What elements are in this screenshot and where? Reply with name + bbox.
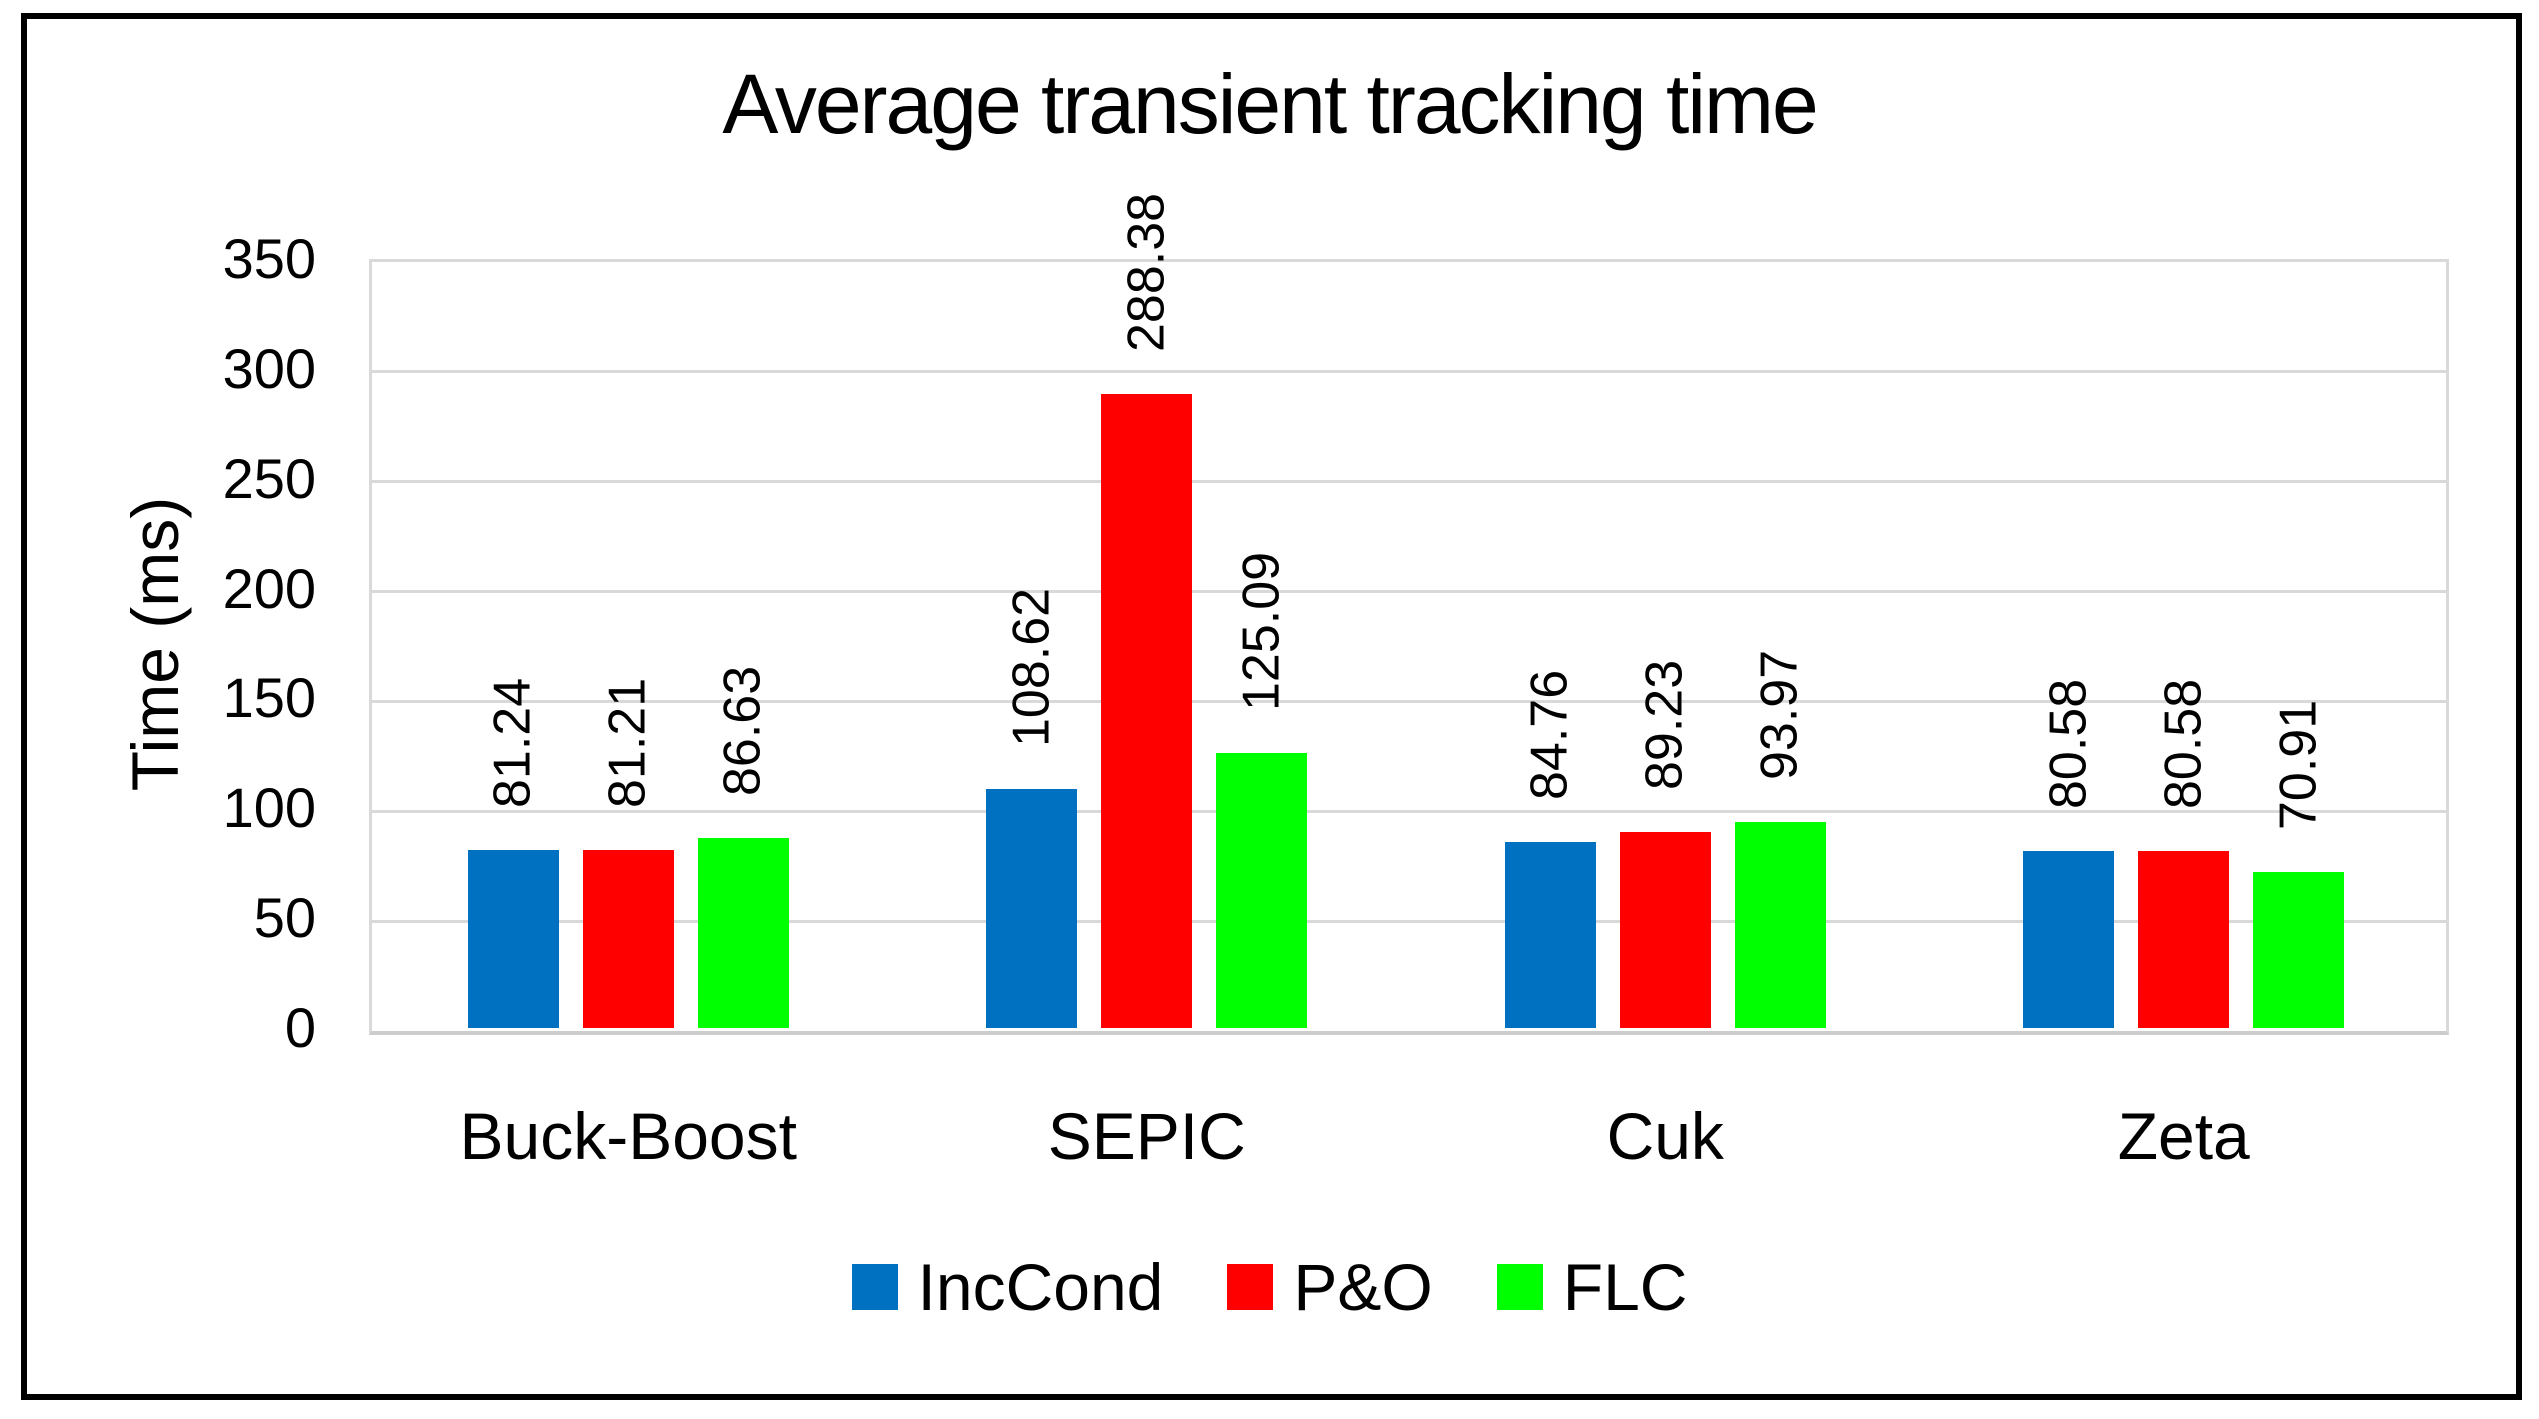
y-tick-label-200: 200 bbox=[222, 556, 316, 620]
bar-flc-buck-boost bbox=[697, 837, 789, 1028]
y-tick-label-150: 150 bbox=[222, 666, 316, 730]
bar-value-label-pando-cuk: 89.23 bbox=[1635, 659, 1694, 790]
chart-frame bbox=[21, 13, 2522, 1400]
bar-pando-cuk bbox=[1619, 831, 1711, 1028]
legend-item-inccond: IncCond bbox=[851, 1250, 1164, 1324]
legend-swatch-inccond bbox=[851, 1264, 898, 1310]
bar-value-label-pando-buck-boost: 81.21 bbox=[598, 677, 657, 808]
plot-area bbox=[369, 259, 2449, 1035]
bar-value-label-inccond-sepic: 108.62 bbox=[1002, 588, 1061, 748]
bar-pando-buck-boost bbox=[582, 849, 674, 1028]
y-tick-label-300: 300 bbox=[222, 336, 316, 400]
chart-title: Average transient tracking time bbox=[722, 57, 1818, 151]
gridline-50 bbox=[372, 919, 2446, 923]
gridline-300 bbox=[372, 370, 2446, 374]
legend-item-flc: FLC bbox=[1496, 1250, 1688, 1324]
bar-pando-zeta bbox=[2138, 850, 2230, 1028]
legend-swatch-flc bbox=[1496, 1264, 1543, 1310]
bar-value-label-flc-cuk: 93.97 bbox=[1750, 649, 1809, 780]
y-axis-title: Time (ms) bbox=[118, 496, 192, 792]
bar-flc-sepic bbox=[1216, 753, 1308, 1028]
y-tick-label-350: 350 bbox=[222, 227, 316, 290]
bar-flc-zeta bbox=[2253, 872, 2345, 1028]
y-tick-label-0: 0 bbox=[284, 996, 316, 1059]
bar-value-label-inccond-cuk: 84.76 bbox=[1520, 669, 1579, 800]
legend-swatch-pando bbox=[1227, 1264, 1274, 1310]
y-tick-label-50: 50 bbox=[253, 886, 316, 950]
gridline-250 bbox=[372, 480, 2446, 484]
y-tick-label-250: 250 bbox=[222, 446, 316, 510]
x-category-label-zeta: Zeta bbox=[2117, 1099, 2250, 1173]
legend-label-inccond: IncCond bbox=[917, 1250, 1164, 1324]
legend-label-flc: FLC bbox=[1562, 1250, 1688, 1324]
x-category-label-buck-boost: Buck-Boost bbox=[459, 1099, 797, 1173]
legend: IncCond P&O FLC bbox=[0, 1252, 2539, 1322]
y-tick-label-100: 100 bbox=[222, 776, 316, 840]
bar-flc-cuk bbox=[1734, 821, 1826, 1028]
bar-pando-sepic bbox=[1101, 394, 1193, 1028]
gridline-200 bbox=[372, 590, 2446, 594]
bar-inccond-cuk bbox=[1504, 841, 1596, 1028]
bar-inccond-sepic bbox=[986, 789, 1078, 1028]
bar-value-label-pando-zeta: 80.58 bbox=[2154, 678, 2213, 809]
bar-value-label-inccond-zeta: 80.58 bbox=[2039, 678, 2098, 809]
bar-value-label-flc-zeta: 70.91 bbox=[2269, 700, 2328, 831]
legend-label-pando: P&O bbox=[1293, 1250, 1433, 1324]
gridline-150 bbox=[372, 699, 2446, 703]
bar-value-label-flc-buck-boost: 86.63 bbox=[713, 665, 772, 796]
legend-item-pando: P&O bbox=[1227, 1250, 1433, 1324]
bar-inccond-zeta bbox=[2023, 850, 2115, 1028]
x-category-label-sepic: SEPIC bbox=[1047, 1099, 1246, 1173]
x-category-label-cuk: Cuk bbox=[1606, 1099, 1724, 1173]
bar-value-label-inccond-buck-boost: 81.24 bbox=[483, 677, 542, 808]
bar-inccond-buck-boost bbox=[467, 849, 559, 1028]
bar-value-label-pando-sepic: 288.38 bbox=[1117, 193, 1176, 353]
bar-value-label-flc-sepic: 125.09 bbox=[1232, 552, 1291, 712]
gridline-100 bbox=[372, 809, 2446, 813]
